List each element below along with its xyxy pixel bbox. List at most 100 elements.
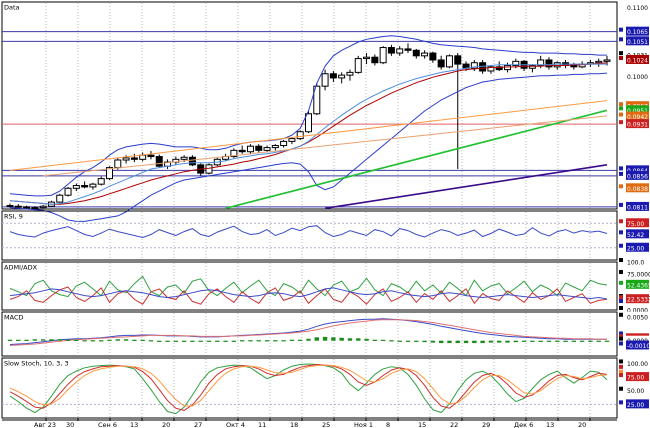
x-tick-label: Ноя 1: [354, 421, 373, 428]
panel-adx: 100.075.000052.436525.000022.53320.0000A…: [1, 257, 650, 315]
value-marker: [619, 364, 623, 369]
candle-body: [31, 207, 39, 210]
value-label-bg: [626, 305, 649, 314]
candle-body: [396, 48, 404, 54]
value-label-bg: [626, 183, 649, 193]
candle-body: [379, 47, 387, 64]
series-line: [9, 72, 608, 222]
histogram-bar: [24, 339, 29, 341]
candle-body: [238, 149, 246, 153]
value-label-bg: [626, 294, 649, 304]
histogram-bar: [264, 340, 270, 342]
series-line: [9, 286, 608, 305]
histogram-bar: [132, 339, 137, 341]
histogram-bar: [281, 340, 286, 342]
histogram-bar: [480, 340, 485, 344]
value-marker: [619, 386, 623, 391]
value-label: 75.0000: [627, 272, 650, 279]
candle-body: [595, 60, 603, 64]
value-marker: [619, 369, 623, 374]
series-line: [9, 319, 607, 346]
value-marker: [619, 299, 623, 304]
candle-body: [512, 60, 520, 66]
value-label-bg: [626, 257, 649, 266]
x-tick-label: 15: [418, 421, 426, 428]
histogram-bar: [339, 337, 344, 341]
value-marker: [619, 55, 623, 60]
series-line: [9, 287, 608, 300]
histogram-bar: [588, 340, 593, 342]
value-label-bg: [626, 358, 649, 368]
value-marker: [619, 243, 623, 248]
histogram-bar: [555, 340, 560, 342]
x-tick-label: Окт 4: [226, 421, 245, 428]
value-label-bg: [626, 111, 649, 121]
histogram-bar: [148, 340, 154, 342]
histogram-bar: [231, 340, 237, 342]
histogram-bar: [546, 340, 552, 342]
value-marker: [619, 295, 623, 300]
panel-title: MACD: [4, 314, 23, 322]
value-marker: [619, 400, 623, 405]
histogram-bar: [206, 340, 212, 342]
histogram-bar: [505, 340, 510, 343]
value-label: 0.1051: [627, 39, 648, 46]
panel-title: ADMI/ADX: [4, 264, 38, 272]
value-marker: [619, 106, 623, 111]
candle-body: [89, 183, 97, 188]
series-line: [9, 363, 608, 411]
value-label-bg: [626, 201, 649, 211]
histogram-bar: [40, 339, 46, 341]
value-label: 0.0942: [627, 114, 648, 121]
histogram-bar: [447, 340, 452, 344]
histogram-bar: [414, 340, 419, 342]
histogram-bar: [223, 340, 228, 342]
histogram-bar: [513, 340, 518, 343]
candle-body: [97, 178, 105, 185]
histogram-bar: [190, 340, 195, 342]
value-label-bg: [626, 165, 649, 175]
x-tick-label: 11: [258, 421, 266, 428]
x-tick-label: 8: [386, 421, 390, 428]
x-tick-label: 25: [322, 421, 330, 428]
candle-body: [570, 64, 578, 68]
candle-body: [114, 159, 122, 169]
candle-body: [445, 55, 453, 68]
histogram-bar: [438, 340, 444, 344]
value-label: 100.00: [627, 361, 648, 368]
histogram-bar: [123, 339, 129, 341]
value-label-bg: [626, 170, 649, 180]
histogram-bar: [389, 340, 394, 342]
candle-body: [495, 66, 503, 71]
candle-body: [296, 131, 304, 140]
candle-body: [280, 140, 288, 147]
value-label-bg: [626, 340, 649, 350]
value-marker: [619, 230, 623, 235]
value-marker: [619, 202, 623, 207]
y-tick-label: 0.1100: [627, 5, 648, 12]
panel-frame: [1, 261, 618, 311]
value-marker: [619, 306, 623, 310]
panel-frame: [1, 311, 618, 357]
value-label-bg: [626, 218, 649, 228]
candle-body: [64, 187, 72, 196]
panel-title: Slow Stoch, 10, 3, 3: [4, 360, 69, 368]
candle-body: [346, 71, 354, 76]
x-tick-label: 20: [162, 421, 170, 428]
histogram-bar: [331, 337, 336, 341]
candle-body: [23, 206, 31, 209]
panel-title-bg: [3, 313, 23, 321]
candle-body: [338, 74, 346, 79]
histogram-bar: [472, 340, 477, 344]
candle-body: [180, 156, 188, 160]
value-label: 0.1024: [627, 57, 648, 64]
value-label-bg: [626, 372, 649, 382]
candle-body: [553, 62, 561, 68]
x-tick-label: 27: [194, 421, 202, 428]
value-label: 25.00: [627, 245, 644, 252]
value-marker: [619, 166, 623, 171]
value-label: 0.0000: [627, 308, 648, 315]
value-label-bg: [626, 229, 649, 239]
value-marker: [619, 280, 623, 285]
histogram-bar: [364, 338, 369, 341]
